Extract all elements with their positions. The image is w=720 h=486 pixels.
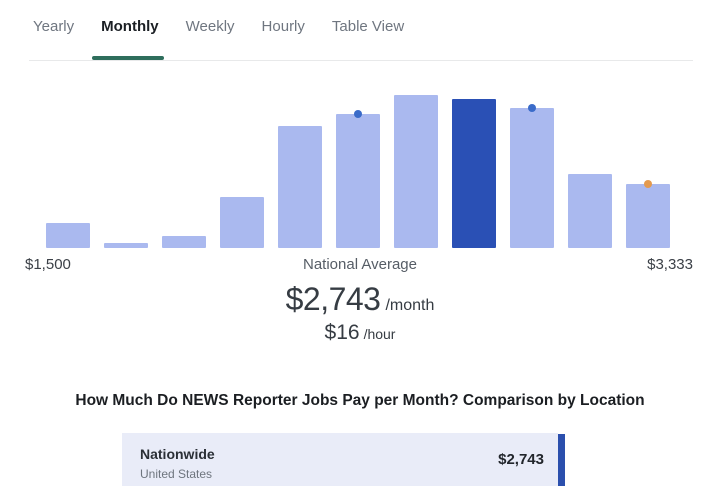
histogram-bar[interactable] bbox=[220, 197, 264, 248]
tab-monthly[interactable]: Monthly bbox=[92, 18, 164, 60]
hourly-average-value: $16 bbox=[324, 321, 360, 344]
histogram-bar[interactable] bbox=[510, 104, 554, 248]
location-comparison-heading: How Much Do NEWS Reporter Jobs Pay per M… bbox=[75, 392, 645, 409]
histogram-bar[interactable] bbox=[394, 95, 438, 248]
histogram-bar[interactable] bbox=[278, 126, 322, 248]
hourly-average-unit: /hour bbox=[363, 326, 396, 342]
tab-yearly-label: Yearly bbox=[33, 18, 75, 35]
tab-yearly[interactable]: Yearly bbox=[33, 18, 74, 37]
histogram-bar[interactable] bbox=[336, 110, 380, 248]
tab-table-view[interactable]: Table View bbox=[332, 18, 404, 37]
hourly-average: $16/hour bbox=[0, 321, 720, 345]
monthly-average-value: $2,743 bbox=[285, 281, 381, 317]
tab-weekly-label: Weekly bbox=[185, 18, 235, 35]
blue-marker-dot bbox=[528, 104, 536, 112]
tab-hourly-label: Hourly bbox=[261, 18, 305, 35]
chart-axis-labels: $1,500 National Average $3,333 bbox=[0, 256, 720, 274]
salary-distribution-chart bbox=[46, 95, 674, 248]
location-bar-endcap bbox=[558, 434, 565, 486]
national-average-block: $2,743/month $16/hour bbox=[0, 281, 720, 345]
salary-period-tabs: Yearly Monthly Weekly Hourly Table View bbox=[33, 18, 690, 60]
monthly-average: $2,743/month bbox=[0, 281, 720, 318]
histogram-bar[interactable] bbox=[626, 180, 670, 248]
blue-marker-dot bbox=[354, 110, 362, 118]
axis-label-max: $3,333 bbox=[647, 256, 693, 273]
location-row-nationwide[interactable]: Nationwide United States $2,743 bbox=[122, 433, 558, 486]
axis-label-national-average: National Average bbox=[303, 256, 417, 273]
histogram-bar[interactable] bbox=[46, 223, 90, 248]
active-tab-underline bbox=[92, 56, 164, 60]
tab-weekly[interactable]: Weekly bbox=[186, 18, 235, 37]
orange-marker-dot bbox=[644, 180, 652, 188]
histogram-bar[interactable] bbox=[162, 236, 206, 248]
tab-monthly-label: Monthly bbox=[101, 18, 159, 35]
monthly-average-unit: /month bbox=[385, 297, 435, 314]
location-region: United States bbox=[140, 467, 213, 481]
histogram-bar-highlighted[interactable] bbox=[452, 99, 496, 248]
location-row-text: Nationwide United States bbox=[140, 446, 215, 481]
tabs-divider bbox=[29, 60, 693, 61]
location-name: Nationwide bbox=[140, 446, 215, 462]
histogram-bar[interactable] bbox=[568, 174, 612, 248]
tab-hourly[interactable]: Hourly bbox=[262, 18, 305, 37]
location-value: $2,743 bbox=[498, 451, 544, 468]
tab-table-view-label: Table View bbox=[331, 18, 405, 35]
histogram-bar[interactable] bbox=[104, 243, 148, 248]
axis-label-min: $1,500 bbox=[25, 256, 71, 273]
